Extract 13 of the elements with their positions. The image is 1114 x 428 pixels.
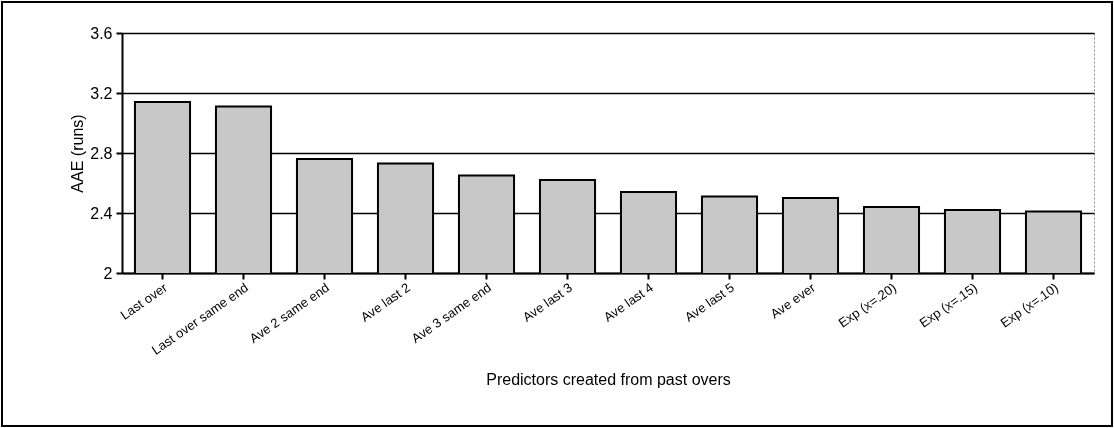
x-tick-label: Ave ever (767, 279, 819, 322)
y-tick-label: 2 (103, 264, 113, 282)
y-tick-label: 2.8 (90, 144, 113, 162)
x-tick-label: Ave last 4 (600, 279, 656, 325)
x-tick-label: Ave last 5 (681, 279, 737, 325)
x-tick-label: Ave last 3 (519, 279, 575, 325)
y-tick-label: 3.2 (90, 84, 113, 102)
x-axis-title: Predictors created from past overs (486, 370, 731, 388)
y-axis-title: AAE (runs) (69, 114, 87, 193)
y-tick-label: 2.4 (90, 204, 113, 222)
y-tick-label: 3.6 (90, 24, 113, 42)
x-tick-label: Ave last 2 (357, 279, 413, 325)
x-tick-label: Last over (117, 279, 171, 323)
